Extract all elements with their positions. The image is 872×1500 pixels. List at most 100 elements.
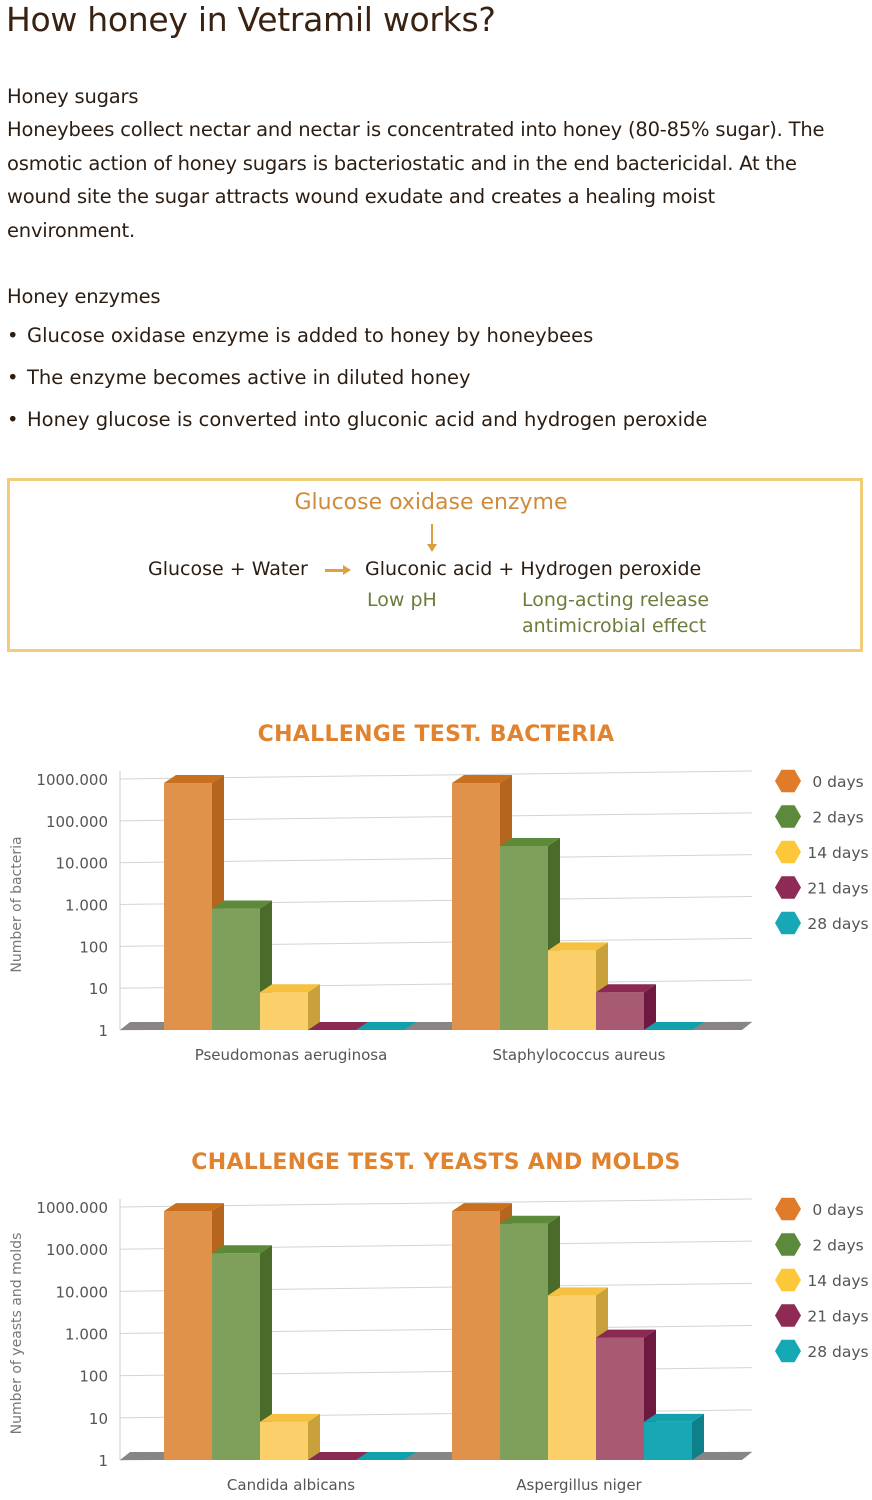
y-tick-label: 1000.000 xyxy=(36,771,108,789)
bar-top xyxy=(452,1203,512,1212)
y-tick-label: 1 xyxy=(98,1452,108,1470)
legend-label: 2 days xyxy=(812,1237,863,1255)
reactants: Glucose + Water xyxy=(148,558,308,580)
bar-28-days xyxy=(356,1452,416,1460)
bullet-text: Glucose oxidase enzyme is added to honey… xyxy=(27,324,594,347)
bar-top xyxy=(548,942,608,951)
products: Gluconic acid + Hydrogen peroxide xyxy=(365,558,702,580)
legend-label: 14 days xyxy=(807,844,868,862)
bar-top xyxy=(164,1203,224,1212)
legend-hexagon-icon xyxy=(775,805,801,828)
y-tick-label: 100.000 xyxy=(46,813,108,831)
bullet-text: The enzyme becomes active in diluted hon… xyxy=(27,366,471,389)
legend-hexagon-icon xyxy=(775,876,801,899)
enzyme-label: Glucose oxidase enzyme xyxy=(294,490,568,515)
bar-21-days xyxy=(596,992,644,1030)
bullet-item: • Glucose oxidase enzyme is added to hone… xyxy=(7,324,594,347)
bar-2-days xyxy=(212,908,260,1030)
bar-2-days xyxy=(500,846,548,1030)
bar-21-days xyxy=(596,1337,644,1460)
bar-2-days xyxy=(500,1223,548,1460)
down-arrow-icon xyxy=(431,524,433,546)
bar-28-days xyxy=(644,1022,704,1030)
legend-hexagon-icon xyxy=(775,911,801,935)
bar-top xyxy=(212,1245,272,1254)
note-low-ph: Low pH xyxy=(367,589,437,611)
sugars-heading: Honey sugars xyxy=(7,85,139,108)
down-arrow-head xyxy=(427,544,437,552)
y-tick-label: 10 xyxy=(89,980,108,998)
bar-side xyxy=(308,1413,320,1460)
x-category-label: Aspergillus niger xyxy=(516,1476,642,1494)
bar-side xyxy=(260,1245,272,1460)
legend-label: 2 days xyxy=(812,809,863,827)
bar-2-days xyxy=(212,1253,260,1460)
bar-0-days xyxy=(452,783,500,1030)
bar-21-days xyxy=(308,1452,368,1460)
y-tick-label: 1 xyxy=(98,1022,108,1040)
chart-title-yeasts: CHALLENGE TEST. YEASTS AND MOLDS xyxy=(191,1150,681,1175)
bar-0-days xyxy=(452,1211,500,1460)
bar-top xyxy=(500,1215,560,1224)
enzymes-heading: Honey enzymes xyxy=(7,285,161,308)
y-axis-label: Number of yeasts and molds xyxy=(9,1233,25,1435)
y-tick-label: 100.000 xyxy=(46,1241,108,1259)
x-category-label: Candida albicans xyxy=(227,1476,355,1494)
x-category-label: Pseudomonas aeruginosa xyxy=(195,1046,388,1064)
y-tick-label: 100 xyxy=(79,938,108,956)
legend-hexagon-icon xyxy=(775,1304,801,1327)
bar-side xyxy=(692,1413,704,1460)
bar-14-days xyxy=(260,1421,308,1460)
bullet-item: • The enzyme becomes active in diluted ho… xyxy=(7,366,471,389)
bar-14-days xyxy=(548,950,596,1030)
y-tick-label: 10.000 xyxy=(56,1283,109,1301)
bar-21-days xyxy=(308,1022,368,1030)
y-tick-label: 1000.000 xyxy=(36,1199,108,1217)
bar-top xyxy=(452,775,512,784)
bar-28-days xyxy=(356,1022,416,1030)
legend-label: 0 days xyxy=(812,773,863,791)
y-tick-label: 100 xyxy=(79,1368,108,1386)
chart-title-bacteria: CHALLENGE TEST. BACTERIA xyxy=(257,722,615,747)
bar-top xyxy=(260,1413,320,1422)
bar-0-days xyxy=(164,1211,212,1460)
chart-bacteria: 1 10 100 1.000 10.000 100.000 1000.000 Number o… xyxy=(9,769,869,1064)
bullet-item: • Honey glucose is converted into gluconi… xyxy=(7,408,708,431)
bar-side xyxy=(308,984,320,1030)
legend-label: 21 days xyxy=(807,880,868,898)
bar-14-days xyxy=(260,992,308,1030)
gridline xyxy=(119,854,753,864)
bar-top xyxy=(596,1329,656,1338)
right-arrow-icon xyxy=(325,569,345,572)
bar-top xyxy=(596,984,656,993)
right-arrow-head xyxy=(343,565,351,575)
bar-28-days xyxy=(644,1421,692,1460)
y-tick-label: 10.000 xyxy=(56,855,109,873)
y-axis-label: Number of bacteria xyxy=(9,836,25,972)
gridline xyxy=(119,812,753,822)
bar-top xyxy=(212,900,272,909)
y-tick-label: 10 xyxy=(89,1410,108,1428)
legend-label: 14 days xyxy=(807,1272,868,1290)
legend-hexagon-icon xyxy=(775,840,801,864)
bar-top xyxy=(164,775,224,784)
reaction-box xyxy=(7,478,863,652)
bar-top xyxy=(500,838,560,847)
legend-label: 21 days xyxy=(807,1308,868,1326)
y-tick-label: 1.000 xyxy=(65,897,108,915)
page-title: How honey in Vetramil works? xyxy=(6,0,496,39)
legend-hexagon-icon xyxy=(775,1197,801,1221)
note-release: Long-acting release xyxy=(522,589,710,611)
legend-label: 28 days xyxy=(807,915,868,933)
bar-top xyxy=(548,1287,608,1296)
bar-top xyxy=(260,984,320,993)
legend-hexagon-icon xyxy=(775,1233,801,1256)
legend-hexagon-icon xyxy=(775,769,801,793)
y-tick-label: 1.000 xyxy=(65,1326,108,1344)
sugars-body: Honeybees collect nectar and nectar is c… xyxy=(7,118,825,242)
note-effect: antimicrobial effect xyxy=(522,615,707,637)
legend-label: 28 days xyxy=(807,1343,868,1361)
bar-14-days xyxy=(548,1295,596,1460)
legend-hexagon-icon xyxy=(775,1268,801,1292)
bar-top xyxy=(644,1413,704,1422)
